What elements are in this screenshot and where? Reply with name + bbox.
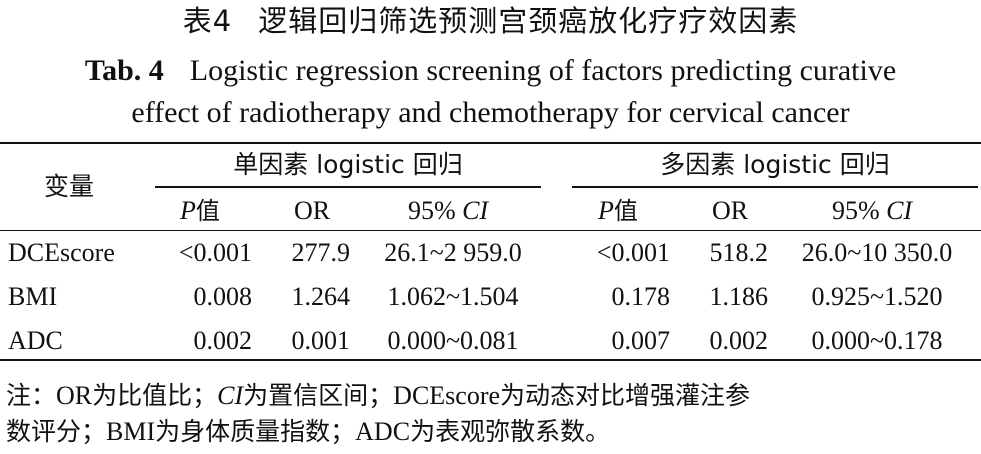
multi-p-header: P值	[598, 196, 638, 226]
row-multi-p: 0.007	[611, 326, 671, 355]
table-title-cn-text: 逻辑回归筛选预测宫颈癌放化疗疗效因素	[258, 4, 799, 38]
row-variable: BMI	[8, 282, 58, 311]
row-uni-p: <0.001	[178, 238, 252, 267]
multi-ci-italic: CI	[886, 196, 913, 225]
footnote-ci: CI	[217, 381, 244, 410]
row-multi-or: 518.2	[709, 238, 769, 267]
univariate-group-rule	[155, 186, 541, 188]
row-uni-p: 0.002	[193, 326, 253, 355]
footnote-bmi: BMI	[106, 417, 156, 446]
footnote-adc-def: 为表观弥散系数。	[410, 417, 611, 446]
table-title-en: Tab. 4 Logistic regression screening of f…	[0, 50, 981, 134]
row-variable: ADC	[8, 326, 63, 355]
table-number-cn: 表4	[182, 4, 233, 38]
row-uni-or: 277.9	[291, 238, 351, 267]
uni-p-cn: 值	[195, 197, 220, 225]
univariate-header: 单因素 logistic 回归	[233, 150, 463, 179]
row-uni-or: 1.264	[291, 282, 351, 311]
footnote-line1: 注：OR为比值比；CI为置信区间；DCEscore为动态对比增强灌注参	[6, 378, 976, 414]
table-title-cn: 表4 逻辑回归筛选预测宫颈癌放化疗疗效因素	[0, 4, 981, 38]
row-multi-p: 0.178	[611, 282, 671, 311]
table-bottom-rule	[0, 359, 981, 361]
row-uni-or: 0.001	[291, 326, 351, 355]
multi-ci-prefix: 95%	[832, 196, 880, 225]
footnote-dcescore-def: 为动态对比增强灌注参	[500, 381, 751, 410]
variable-header: 变量	[44, 172, 95, 201]
footnote-prefix: 注：	[6, 381, 57, 410]
uni-p-header: P值	[180, 196, 220, 226]
footnote-dcescore-def2: 数评分；	[6, 417, 107, 446]
row-multi-or: 1.186	[709, 282, 769, 311]
multi-p-italic: P	[598, 196, 614, 225]
multivariate-header: 多因素 logistic 回归	[660, 150, 890, 179]
table-title-en-text1: Logistic regression screening of factors…	[189, 54, 897, 87]
multi-ci-header: 95% CI	[832, 196, 912, 226]
footnote-line2: 数评分；BMI为身体质量指数；ADC为表观弥散系数。	[6, 414, 976, 450]
table-top-rule	[0, 142, 981, 144]
row-multi-ci: 0.000~0.178	[811, 326, 943, 355]
footnote-dcescore: DCEscore	[393, 381, 501, 410]
row-multi-or: 0.002	[709, 326, 769, 355]
footnote-or-def: 为比值比；	[92, 381, 218, 410]
table-label-en: Tab. 4	[84, 54, 164, 87]
header-bottom-rule	[0, 230, 981, 232]
footnote-or: OR	[56, 381, 93, 410]
uni-ci-header: 95% CI	[408, 196, 488, 226]
uni-p-italic: P	[180, 196, 196, 225]
table-title-en-line1: Tab. 4 Logistic regression screening of f…	[0, 50, 981, 92]
row-multi-ci: 26.0~10 350.0	[801, 238, 953, 267]
uni-or-header: OR	[294, 196, 331, 225]
multi-or-header: OR	[712, 196, 749, 225]
row-uni-p: 0.008	[193, 282, 253, 311]
row-multi-p: <0.001	[596, 238, 670, 267]
multi-p-cn: 值	[613, 197, 638, 225]
row-uni-ci: 0.000~0.081	[387, 326, 519, 355]
table-title-en-line2: effect of radiotherapy and chemotherapy …	[131, 96, 850, 129]
row-uni-ci: 1.062~1.504	[387, 282, 519, 311]
footnote-bmi-def: 为身体质量指数；	[155, 417, 356, 446]
row-uni-ci: 26.1~2 959.0	[384, 238, 522, 267]
uni-ci-italic: CI	[462, 196, 489, 225]
table-footnote: 注：OR为比值比；CI为置信区间；DCEscore为动态对比增强灌注参 数评分；…	[6, 378, 976, 450]
multivariate-group-rule	[572, 186, 978, 188]
row-variable: DCEscore	[8, 238, 115, 267]
footnote-adc: ADC	[355, 417, 411, 446]
footnote-ci-def: 为置信区间；	[243, 381, 394, 410]
uni-ci-prefix: 95%	[408, 196, 456, 225]
row-multi-ci: 0.925~1.520	[811, 282, 943, 311]
